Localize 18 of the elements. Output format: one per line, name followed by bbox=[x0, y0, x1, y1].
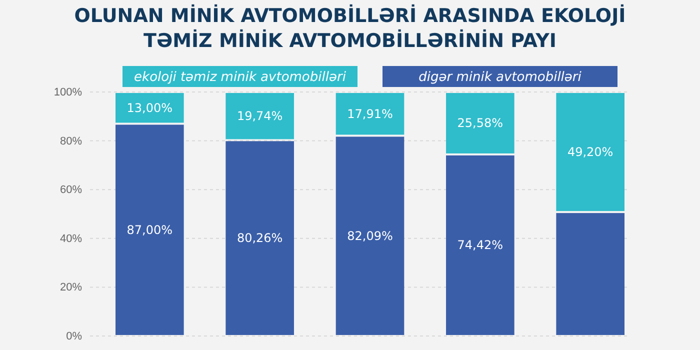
data-label: 25,58% bbox=[457, 116, 504, 130]
data-label: 87,00% bbox=[126, 222, 173, 237]
y-tick-label: 60% bbox=[60, 184, 82, 196]
data-label: 82,09% bbox=[347, 228, 393, 243]
data-label: 19,74% bbox=[236, 109, 283, 124]
y-tick-label: 40% bbox=[60, 232, 82, 245]
y-tick-label: 100% bbox=[54, 86, 82, 99]
y-tick-label: 80% bbox=[60, 135, 82, 148]
y-tick-label: 20% bbox=[60, 282, 82, 294]
data-label: 13,00% bbox=[126, 100, 173, 115]
data-label: 74,42% bbox=[457, 238, 504, 252]
y-tick-label: 0% bbox=[66, 330, 82, 343]
data-label: 49,20% bbox=[567, 145, 614, 160]
data-label: 17,91% bbox=[347, 106, 393, 121]
text: digər minik avtomobilləri bbox=[418, 70, 582, 85]
data-label: 80,26% bbox=[236, 231, 283, 246]
chart-title: OLUNAN MİNİK AVTOMOBİLLƏRİ ARASINDA EKOLOJİ TƏMİZ MİNİK AVTOMOBİLLƏRİNİN PAYI bbox=[74, 4, 626, 52]
series-label: ekoloji təmiz minik avtomobilləri bbox=[134, 70, 346, 85]
